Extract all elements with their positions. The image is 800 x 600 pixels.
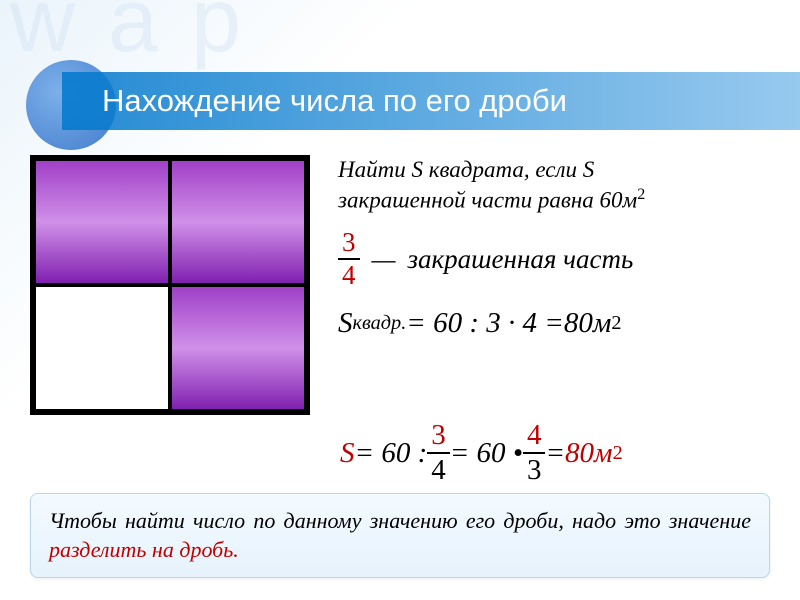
- problem-block: Найти S квадрата, если S закрашенной час…: [338, 155, 645, 415]
- problem-text: Найти S квадрата, если S закрашенной час…: [338, 155, 645, 215]
- eq1-sub: квадр.: [353, 312, 407, 335]
- eq2-f1d: 4: [427, 456, 450, 485]
- eq2-frac2: 4 3: [523, 421, 546, 485]
- eq2-f1n: 3: [427, 421, 450, 450]
- eq2-result: 80м: [565, 437, 613, 470]
- square-cell-3: [34, 285, 170, 411]
- eq1-expr: = 60 : 3 · 4 =: [406, 307, 564, 340]
- problem-sup: 2: [637, 186, 645, 203]
- fraction-square-diagram: [30, 155, 310, 415]
- rule-part1: Чтобы найти число по данному значению ег…: [49, 508, 751, 533]
- slide-title: Нахождение числа по его дроби: [62, 72, 800, 130]
- eq1-result: 80м: [564, 307, 612, 340]
- square-cell-2: [170, 159, 306, 285]
- eq2-f2n: 4: [523, 421, 546, 450]
- eq1-sup: 2: [611, 312, 621, 335]
- slide-content: Найти S квадрата, если S закрашенной час…: [0, 155, 800, 485]
- rule-part2: разделить на дробь.: [49, 537, 239, 562]
- square-cell-4: [170, 285, 306, 411]
- eq2-frac1: 3 4: [427, 421, 450, 485]
- fraction-annotation: 3 4 — закрашенная часть: [338, 229, 645, 289]
- equation-2: S = 60 : 3 4 = 60 • 4 3 = 80м2: [340, 421, 770, 485]
- square-cell-1: [34, 159, 170, 285]
- problem-line1: Найти S квадрата, если S: [338, 157, 594, 182]
- eq2-eq2: =: [545, 437, 565, 470]
- frac-label-text: закрашенная часть: [408, 244, 634, 275]
- fraction-three-quarters: 3 4: [338, 229, 360, 289]
- problem-line2: закрашенной части равна 60м: [338, 188, 637, 213]
- frac-num: 3: [338, 229, 360, 256]
- watermark-text: w a p: [10, 0, 245, 73]
- rule-box: Чтобы найти число по данному значению ег…: [30, 493, 770, 578]
- equation-1: Sквадр. = 60 : 3 · 4 = 80м2: [338, 307, 645, 340]
- frac-den: 4: [338, 262, 360, 289]
- eq2-S: S: [340, 437, 355, 470]
- eq1-S: S: [338, 307, 353, 340]
- eq2-f2d: 3: [523, 456, 546, 485]
- eq2-mid: = 60 •: [450, 437, 523, 470]
- eq2-sup: 2: [613, 442, 623, 465]
- eq2-eq: = 60 :: [355, 437, 428, 470]
- frac-dash: —: [372, 244, 396, 275]
